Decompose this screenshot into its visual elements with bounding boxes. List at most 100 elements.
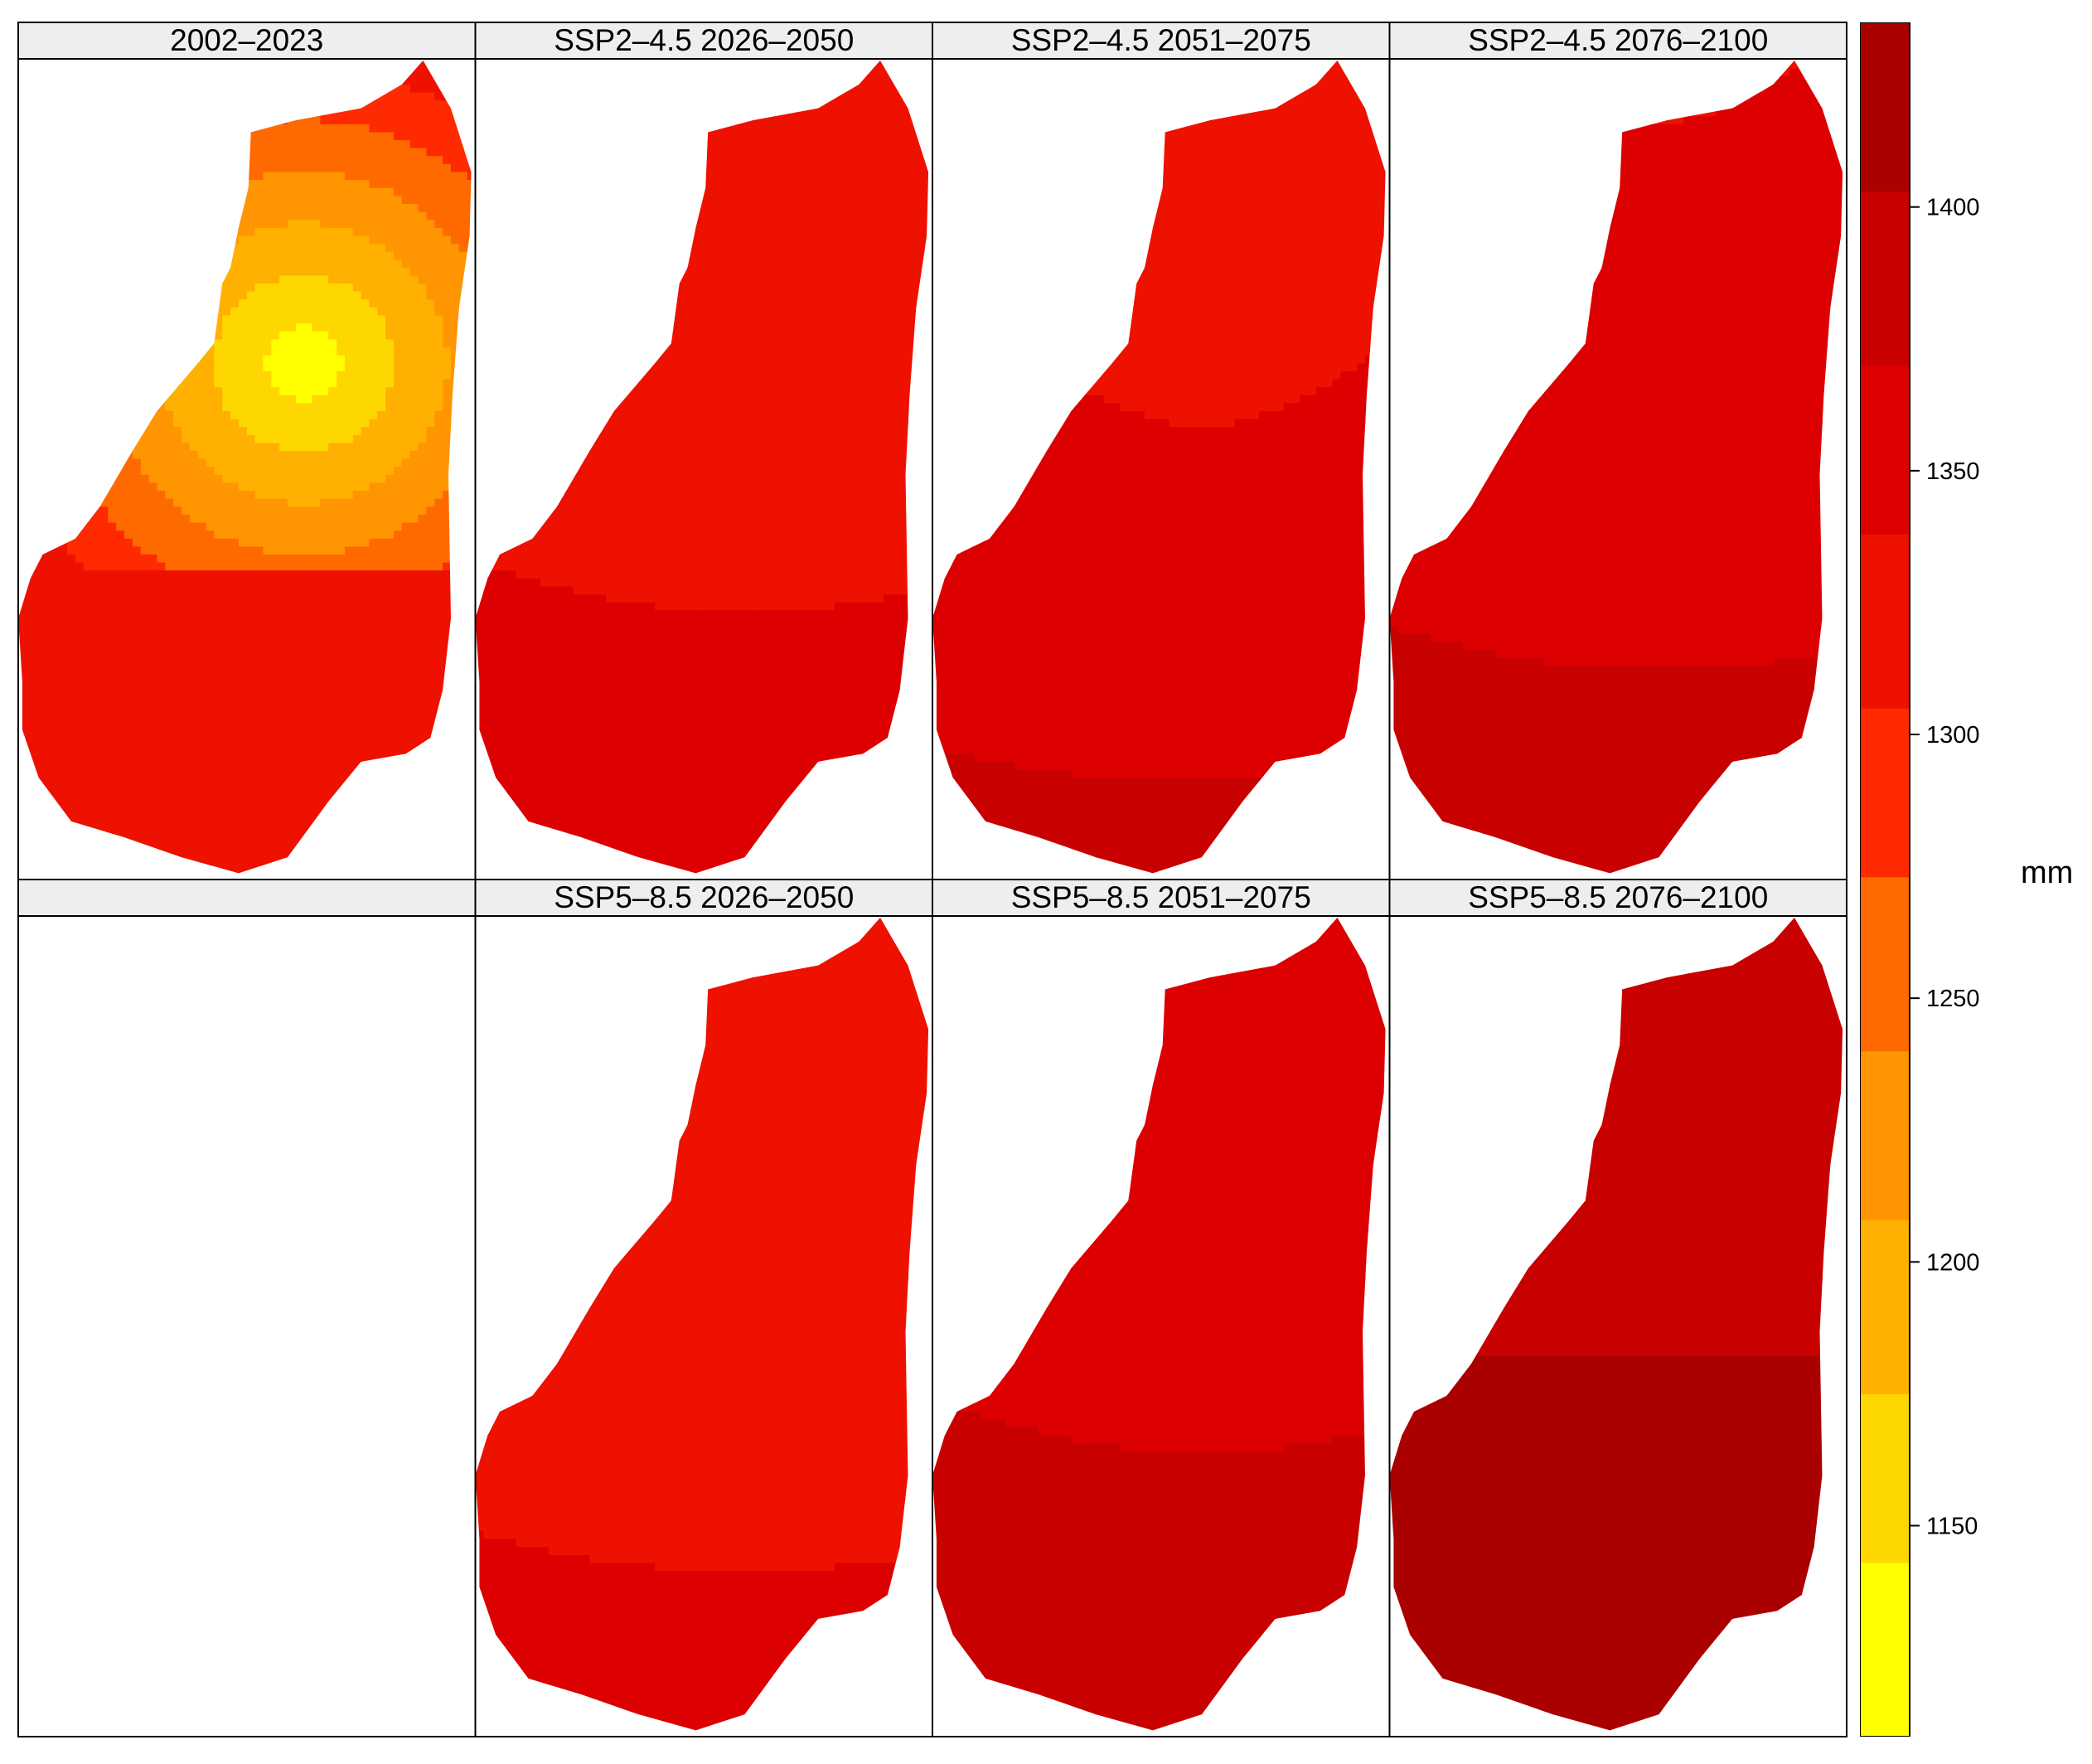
map-cell (181, 729, 191, 739)
map-cell (458, 514, 468, 523)
map-cell (458, 602, 468, 611)
map-cell (263, 68, 272, 77)
map-cell (254, 610, 264, 619)
map-cell (124, 745, 133, 754)
map-cell (99, 387, 109, 396)
map-cell (59, 419, 68, 428)
map-cell (91, 339, 100, 348)
map-cell (361, 220, 370, 229)
map-cell (148, 92, 157, 101)
map-cell (238, 434, 248, 443)
map-cell (344, 387, 354, 396)
map-cell (271, 227, 280, 236)
map-cell (385, 531, 395, 540)
map-cell (443, 754, 452, 763)
map-cell (394, 594, 403, 603)
map-cell (34, 387, 44, 396)
map-cell (320, 586, 329, 595)
map-cell (75, 458, 85, 468)
map-cell (418, 244, 427, 253)
map-cell (361, 244, 370, 253)
map-cell (361, 666, 370, 675)
map-cell (197, 745, 207, 754)
map-cell (83, 714, 93, 723)
map-cell (385, 259, 395, 269)
map-cell (108, 681, 117, 691)
map-cell (189, 371, 199, 380)
map-cell (287, 196, 297, 205)
map-cell (401, 578, 411, 587)
map-cell (271, 251, 280, 260)
map-cell (230, 721, 240, 730)
map-cell (214, 610, 223, 619)
map-cell (116, 220, 125, 229)
map-cell (443, 674, 452, 683)
map-cell (254, 570, 264, 579)
map-cell (450, 163, 460, 173)
map-cell (34, 395, 44, 404)
map-cell (254, 697, 264, 707)
map-cell (214, 745, 223, 754)
map-cell (34, 538, 44, 547)
map-cell (51, 251, 60, 260)
map-cell (157, 514, 166, 523)
map-cell (173, 450, 182, 460)
map-cell (116, 721, 125, 730)
map-cell (222, 458, 231, 468)
map-cell (344, 275, 354, 284)
map-cell (173, 108, 182, 117)
map-cell (394, 267, 403, 276)
map-cell (312, 761, 321, 770)
map-cell (426, 187, 435, 196)
map-cell (116, 100, 125, 109)
map-cell (99, 642, 109, 651)
map-cell (108, 68, 117, 77)
map-cell (246, 714, 256, 723)
map-cell (450, 570, 460, 579)
map-cell (352, 267, 362, 276)
map-cell (140, 714, 150, 723)
map-cell (214, 729, 223, 739)
map-cell (83, 674, 93, 683)
map-cell (434, 259, 443, 269)
map-cell (450, 339, 460, 348)
map-cell (312, 498, 321, 507)
map-cell (450, 172, 460, 181)
map-cell (443, 347, 452, 356)
map-cell (303, 458, 313, 468)
map-cell (385, 363, 395, 372)
map-cell (271, 729, 280, 739)
map-cell (51, 259, 60, 269)
map-cell (165, 84, 174, 93)
map-cell (409, 323, 419, 332)
map-cell (83, 100, 93, 109)
map-cell (140, 538, 150, 547)
map-cell (394, 705, 403, 715)
map-cell (434, 156, 443, 165)
map-cell (418, 650, 427, 659)
map-cell (279, 204, 288, 213)
map-cell (303, 531, 313, 540)
map-cell (214, 602, 223, 611)
map-cell (409, 491, 419, 500)
map-cell (181, 554, 191, 564)
map-cell (385, 690, 395, 699)
map-cell (197, 474, 207, 483)
map-cell (67, 220, 76, 229)
map-cell (230, 395, 240, 404)
map-cell (91, 132, 100, 141)
map-cell (197, 594, 207, 603)
map-cell (377, 681, 386, 691)
map-cell (157, 538, 166, 547)
map-cell (148, 196, 157, 205)
map-cell (426, 315, 435, 324)
map-cell (18, 211, 27, 220)
map-cell (91, 291, 100, 300)
map-cell (344, 84, 354, 93)
map-cell (214, 339, 223, 348)
map-cell (140, 419, 150, 428)
map-cell (426, 729, 435, 739)
map-cell (344, 745, 354, 754)
map-cell (279, 116, 288, 125)
map-cell (409, 570, 419, 579)
